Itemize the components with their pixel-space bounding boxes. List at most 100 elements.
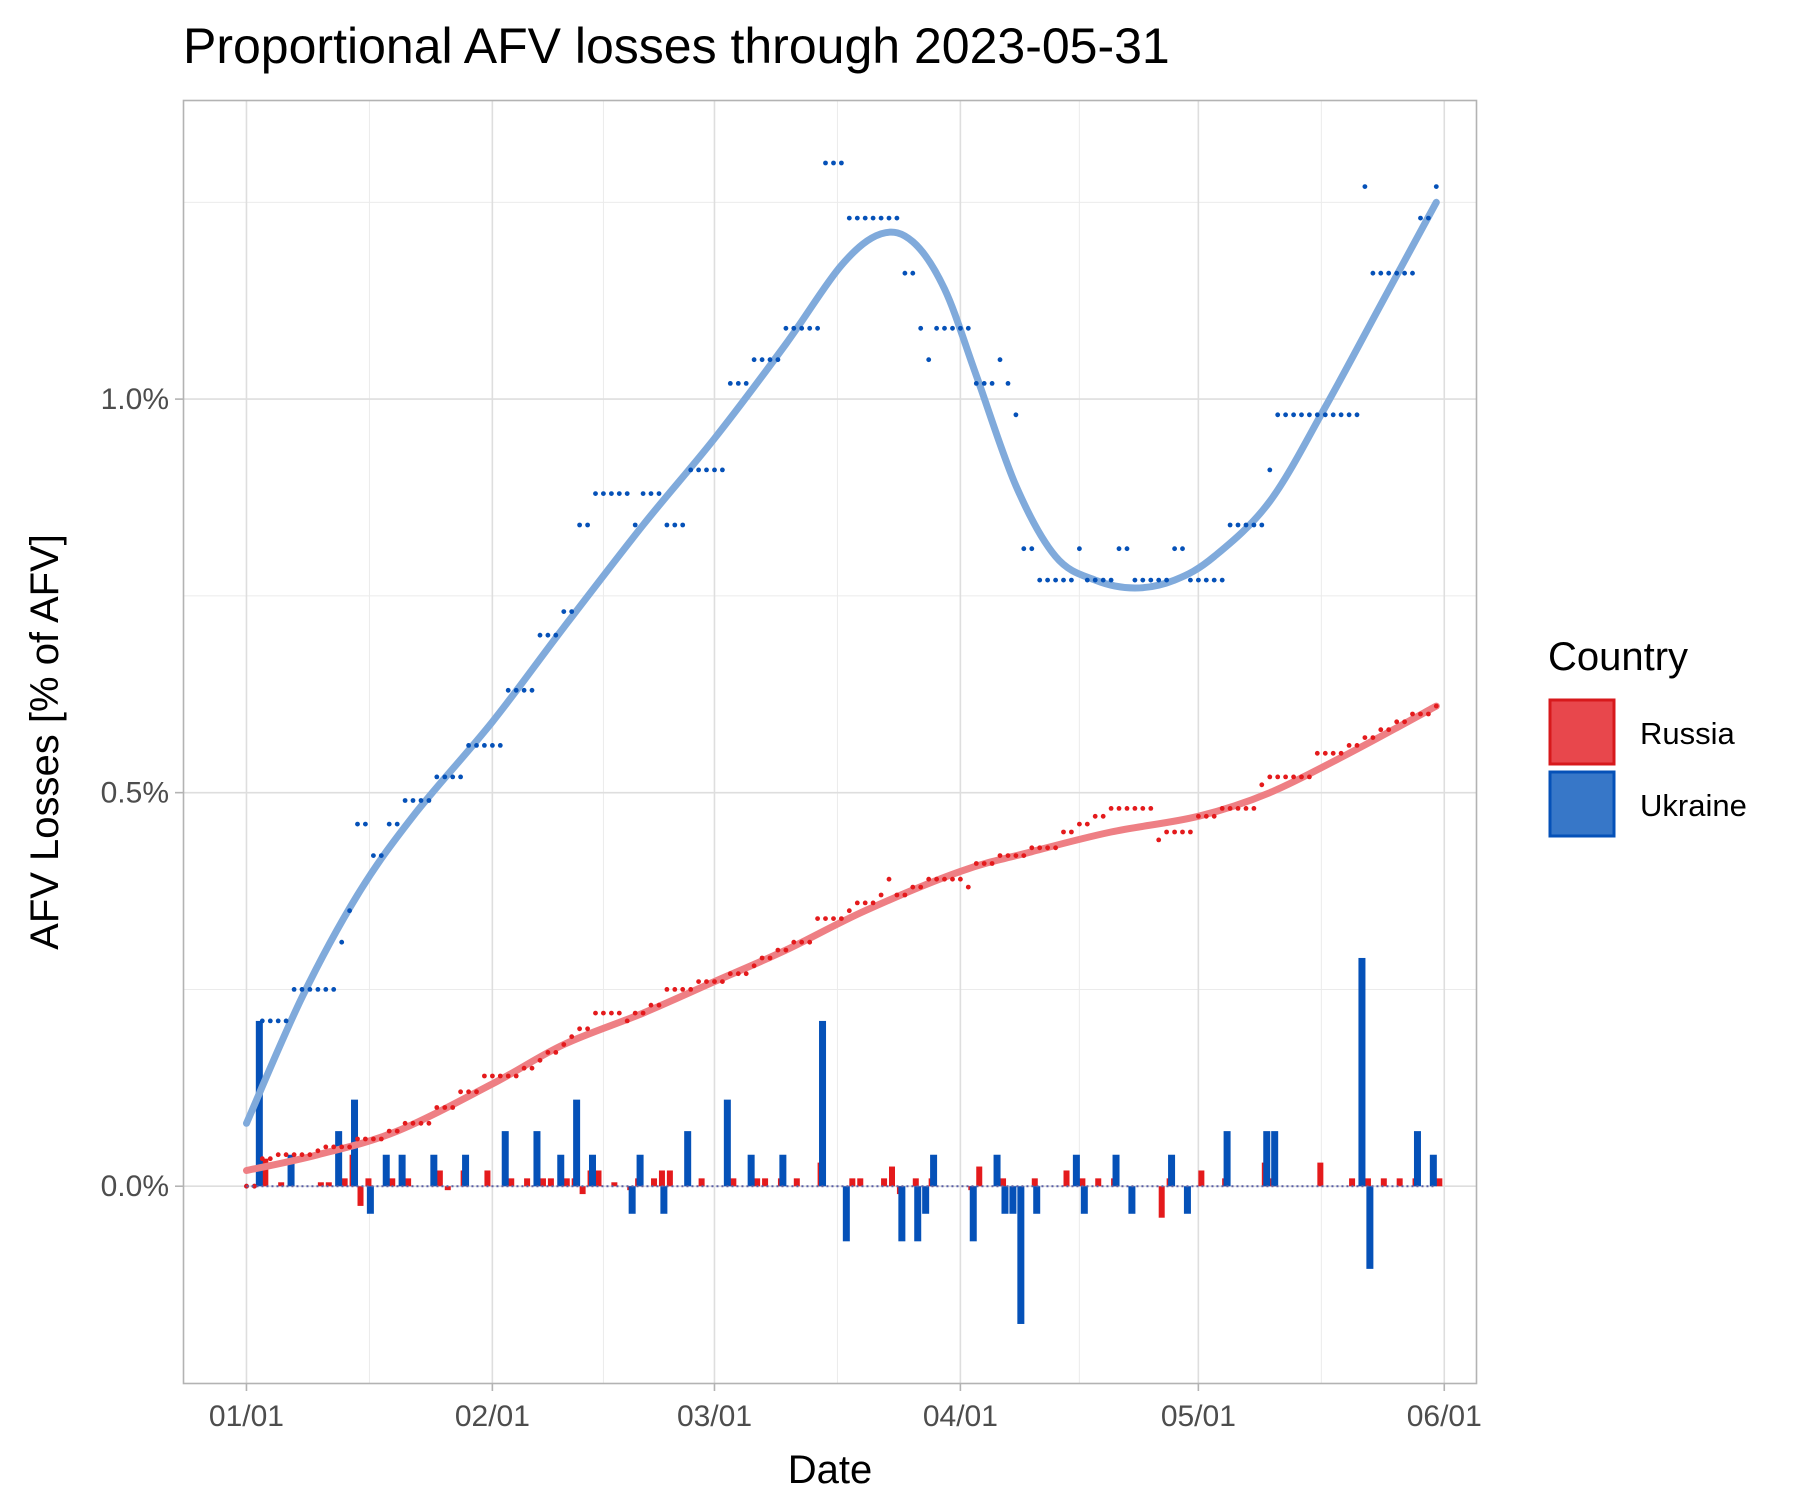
russia-point — [1259, 782, 1265, 788]
russia-daily-bar — [405, 1178, 412, 1187]
russia-point — [958, 876, 963, 882]
ukraine-point — [1108, 577, 1114, 583]
ukraine-point — [1402, 270, 1407, 276]
ukraine-point — [632, 522, 638, 528]
ukraine-point — [1013, 412, 1019, 418]
chart-title: Proportional AFV losses through 2023-05-… — [183, 18, 1170, 74]
ukraine-daily-bar — [993, 1154, 1001, 1187]
russia-daily-bar — [1349, 1178, 1356, 1187]
ukraine-point — [283, 1018, 289, 1024]
russia-daily-bar — [912, 1178, 919, 1187]
russia-point — [854, 900, 860, 906]
ukraine-daily-bar — [588, 1154, 596, 1187]
russia-daily-bar — [754, 1178, 761, 1187]
russia-point — [561, 1042, 567, 1047]
ukraine-point — [1307, 412, 1312, 418]
russia-point — [989, 861, 995, 866]
russia-point — [981, 861, 987, 866]
ukraine-point — [386, 821, 392, 827]
ukraine-point — [767, 357, 773, 363]
ukraine-point — [609, 491, 614, 496]
ukraine-point — [474, 743, 479, 748]
ukraine-daily-bar — [1413, 1131, 1421, 1187]
russia-daily-bar — [444, 1186, 451, 1191]
russia-daily-bar — [881, 1178, 888, 1187]
ukraine-point — [775, 357, 781, 363]
russia-daily-bar — [325, 1182, 332, 1187]
russia-point — [1219, 806, 1225, 811]
russia-point — [593, 1010, 598, 1016]
russia-daily-bar — [1396, 1178, 1403, 1187]
x-tick-label: 03/01 — [677, 1400, 752, 1433]
russia-daily-bar — [976, 1166, 983, 1187]
ukraine-daily-bar — [1429, 1154, 1437, 1187]
ukraine-daily-bar — [366, 1186, 374, 1214]
ukraine-point — [894, 215, 900, 221]
russia-point — [807, 939, 813, 945]
russia-daily-bar — [611, 1182, 618, 1187]
ukraine-daily-bar — [501, 1131, 509, 1187]
ukraine-point — [355, 821, 360, 827]
russia-point — [942, 876, 947, 882]
russia-point — [450, 1105, 456, 1110]
ukraine-daily-bar — [287, 1154, 295, 1187]
y-axis-title: AFV Losses [% of AFV] — [23, 534, 67, 950]
russia-point — [307, 1152, 313, 1158]
russia-point — [1227, 806, 1233, 811]
russia-daily-bar — [547, 1178, 554, 1187]
russia-point — [1394, 719, 1400, 725]
ukraine-daily-bar — [922, 1186, 930, 1214]
russia-point — [585, 1026, 590, 1032]
russia-point — [1299, 774, 1304, 780]
ukraine-point — [1021, 546, 1027, 552]
ukraine-point — [886, 215, 892, 221]
russia-daily-bar — [857, 1178, 864, 1187]
ukraine-point — [751, 357, 757, 363]
russia-point — [529, 1065, 535, 1071]
russia-point — [490, 1073, 495, 1079]
russia-daily-bar — [888, 1166, 895, 1187]
ukraine-daily-bar — [1128, 1186, 1136, 1214]
ukraine-daily-bar — [723, 1099, 731, 1187]
ukraine-point — [902, 270, 908, 276]
ukraine-daily-bar — [1358, 957, 1366, 1187]
ukraine-point — [934, 325, 939, 331]
ukraine-point — [585, 522, 590, 528]
ukraine-point — [482, 743, 487, 748]
ukraine-point — [656, 491, 662, 496]
russia-daily-bar — [341, 1178, 348, 1187]
russia-point — [513, 1073, 519, 1079]
ukraine-point — [696, 467, 701, 473]
ukraine-daily-bar — [1263, 1131, 1271, 1187]
ukraine-point — [1188, 577, 1193, 583]
russia-point — [1307, 774, 1312, 780]
russia-point — [791, 939, 797, 945]
russia-point — [394, 1128, 400, 1134]
ukraine-point — [1196, 577, 1201, 583]
ukraine-point — [442, 774, 448, 780]
x-axis-title: Date — [788, 1448, 873, 1492]
ukraine-point — [1235, 522, 1241, 528]
ukraine-point — [1346, 412, 1352, 418]
ukraine-point — [807, 325, 813, 331]
russia-point — [259, 1156, 265, 1162]
russia-point — [712, 979, 717, 984]
russia-daily-bar — [1000, 1178, 1007, 1187]
russia-daily-bar — [730, 1178, 737, 1187]
russia-point — [1211, 813, 1217, 819]
russia-point — [347, 1144, 352, 1150]
russia-point — [1378, 727, 1384, 733]
russia-point — [1053, 845, 1058, 851]
russia-point — [1100, 813, 1106, 819]
ukraine-point — [1251, 522, 1257, 528]
ukraine-point — [1330, 412, 1336, 418]
plot-area — [243, 160, 1443, 1324]
ukraine-point — [1100, 577, 1106, 583]
ukraine-point — [497, 743, 503, 748]
russia-point — [410, 1120, 416, 1126]
ukraine-point — [331, 987, 337, 992]
ukraine-point — [1005, 381, 1011, 386]
ukraine-point — [624, 491, 630, 496]
grid — [183, 100, 1476, 1383]
russia-point — [894, 892, 900, 898]
